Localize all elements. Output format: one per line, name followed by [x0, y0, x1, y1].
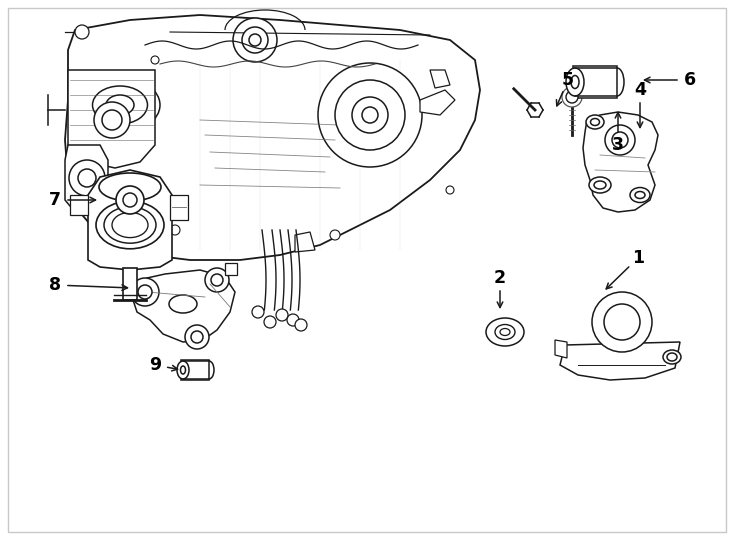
Bar [70, 195, 88, 215]
Polygon shape [68, 70, 155, 168]
Circle shape [75, 25, 89, 39]
Text: 9: 9 [149, 356, 161, 374]
Ellipse shape [589, 177, 611, 193]
Circle shape [562, 87, 582, 107]
Polygon shape [65, 15, 480, 260]
Bar [123, 268, 137, 300]
Circle shape [335, 80, 405, 150]
Circle shape [94, 102, 130, 138]
Circle shape [205, 268, 229, 292]
Ellipse shape [594, 181, 606, 189]
Circle shape [211, 274, 223, 286]
Ellipse shape [590, 118, 600, 125]
Text: 6: 6 [684, 71, 696, 89]
Ellipse shape [586, 115, 604, 129]
Ellipse shape [181, 366, 186, 374]
Polygon shape [65, 145, 108, 212]
Circle shape [604, 304, 640, 340]
Circle shape [102, 110, 122, 130]
Circle shape [276, 309, 288, 321]
Circle shape [69, 160, 105, 196]
Polygon shape [420, 90, 455, 115]
Bar [181, 360, 209, 380]
Text: 2: 2 [494, 269, 506, 287]
Circle shape [592, 292, 652, 352]
Ellipse shape [566, 68, 584, 96]
Text: 8: 8 [49, 276, 61, 294]
Polygon shape [583, 112, 658, 212]
Polygon shape [560, 342, 680, 380]
Circle shape [249, 34, 261, 46]
Ellipse shape [630, 187, 650, 202]
Ellipse shape [80, 78, 160, 132]
Ellipse shape [106, 95, 134, 115]
Ellipse shape [104, 207, 156, 243]
Circle shape [566, 91, 578, 103]
Circle shape [352, 97, 388, 133]
Circle shape [362, 107, 378, 123]
Circle shape [185, 325, 209, 349]
Circle shape [252, 306, 264, 318]
Circle shape [116, 186, 144, 214]
Circle shape [318, 63, 422, 167]
Ellipse shape [99, 173, 161, 201]
Circle shape [612, 132, 628, 148]
Ellipse shape [92, 86, 148, 124]
Circle shape [295, 319, 307, 331]
Polygon shape [88, 170, 172, 270]
Bar [170, 195, 188, 220]
Text: 5: 5 [562, 71, 574, 89]
Ellipse shape [667, 353, 677, 361]
Circle shape [78, 169, 96, 187]
Polygon shape [295, 232, 315, 252]
Circle shape [233, 18, 277, 62]
Circle shape [191, 331, 203, 343]
Text: 1: 1 [632, 249, 644, 267]
Ellipse shape [169, 295, 197, 313]
Circle shape [242, 27, 268, 53]
Bar [573, 66, 617, 98]
Ellipse shape [96, 201, 164, 249]
Ellipse shape [495, 325, 515, 340]
Circle shape [605, 125, 635, 155]
Ellipse shape [635, 192, 645, 199]
Circle shape [170, 225, 180, 235]
Ellipse shape [571, 76, 579, 89]
Circle shape [138, 285, 152, 299]
Circle shape [287, 314, 299, 326]
Ellipse shape [112, 212, 148, 238]
Bar [225, 263, 237, 275]
Circle shape [264, 316, 276, 328]
Circle shape [151, 56, 159, 64]
Circle shape [123, 193, 137, 207]
Text: 7: 7 [49, 191, 61, 209]
Ellipse shape [177, 361, 189, 379]
Ellipse shape [663, 350, 681, 364]
Polygon shape [430, 70, 450, 88]
Circle shape [330, 230, 340, 240]
Text: 4: 4 [634, 81, 646, 99]
Circle shape [131, 278, 159, 306]
Polygon shape [555, 340, 567, 358]
Circle shape [446, 186, 454, 194]
Ellipse shape [500, 328, 510, 335]
Polygon shape [133, 270, 235, 342]
Ellipse shape [486, 318, 524, 346]
Text: 3: 3 [612, 136, 624, 154]
